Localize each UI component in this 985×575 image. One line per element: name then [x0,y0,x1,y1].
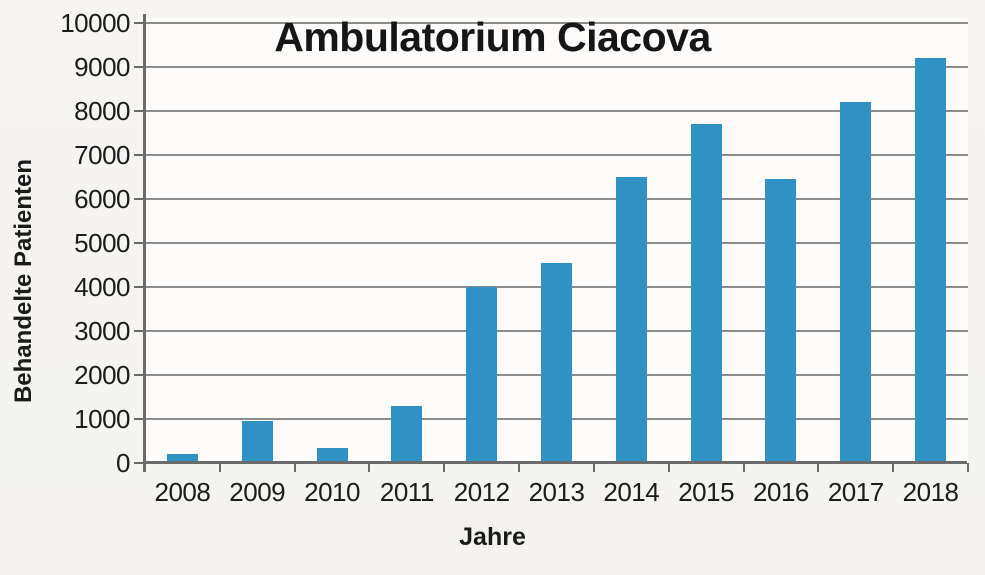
y-tick-8000 [134,110,146,112]
y-tick-label-8000: 8000 [74,96,130,126]
chart-title: Ambulatorium Ciacova [274,14,711,60]
y-tick-2000 [134,374,146,376]
bar-2011 [391,405,423,463]
y-tick-9000 [134,66,146,68]
x-tick-label-2016: 2016 [753,477,809,507]
y-tick-7000 [134,154,146,156]
x-tick-6 [592,463,595,472]
y-tick-6000 [134,198,146,200]
y-tick-label-6000: 6000 [74,184,130,214]
bar-2013 [541,262,572,463]
x-tick-5 [518,463,521,472]
x-tick-label-2014: 2014 [603,477,660,507]
y-tick-4000 [134,286,146,288]
y-tick-label-7000: 7000 [74,140,130,170]
y-tick-label-10000: 10000 [60,8,130,38]
gridline-7000 [145,154,968,156]
x-tick-label-2017: 2017 [827,477,884,507]
bar-2008 [166,454,198,463]
y-tick-label-1000: 1000 [74,404,130,434]
y-tick-1000 [134,418,146,420]
x-tick-11 [967,463,969,472]
bar-2010 [316,447,348,463]
y-tick-label-4000: 4000 [74,272,130,302]
x-tick-0 [144,463,146,472]
x-axis-title: Jahre [459,523,526,551]
bar-2018 [915,58,947,463]
x-tick-label-2013: 2013 [528,477,585,507]
gridline-5000 [145,242,968,244]
y-tick-label-5000: 5000 [74,228,130,258]
bar-2015 [690,124,722,463]
x-axis-line [143,461,967,464]
y-tick-5000 [134,242,146,244]
x-tick-2 [293,463,296,472]
x-tick-label-2015: 2015 [678,477,735,507]
y-tick-label-0: 0 [116,448,130,478]
bar-2017 [840,102,872,463]
y-tick-0 [134,462,146,464]
bar-2014 [615,177,647,463]
gridline-10000 [145,22,968,24]
x-tick-3 [368,463,371,472]
x-tick-label-2009: 2009 [229,477,286,507]
bar-2016 [765,179,797,463]
bar-2009 [241,421,273,463]
gridline-9000 [145,66,968,68]
gridline-6000 [145,198,968,200]
y-tick-label-9000: 9000 [74,52,130,82]
bar-2012 [466,287,498,463]
x-tick-label-2018: 2018 [902,477,959,507]
x-tick-7 [667,463,670,472]
y-tick-10000 [134,22,146,24]
y-axis-title: Behandelte Patienten [10,158,37,404]
y-tick-label-2000: 2000 [74,360,130,390]
x-tick-label-2010: 2010 [304,477,360,507]
x-tick-10 [892,463,895,472]
x-tick-label-2008: 2008 [154,477,211,507]
y-tick-label-3000: 3000 [74,316,130,346]
gridline-8000 [145,110,968,112]
y-tick-3000 [134,330,146,332]
x-tick-1 [218,463,221,472]
x-tick-4 [443,463,446,472]
x-tick-9 [817,463,820,472]
x-tick-8 [742,463,745,472]
x-tick-label-2012: 2012 [453,477,510,507]
x-tick-label-2011: 2011 [379,477,434,507]
